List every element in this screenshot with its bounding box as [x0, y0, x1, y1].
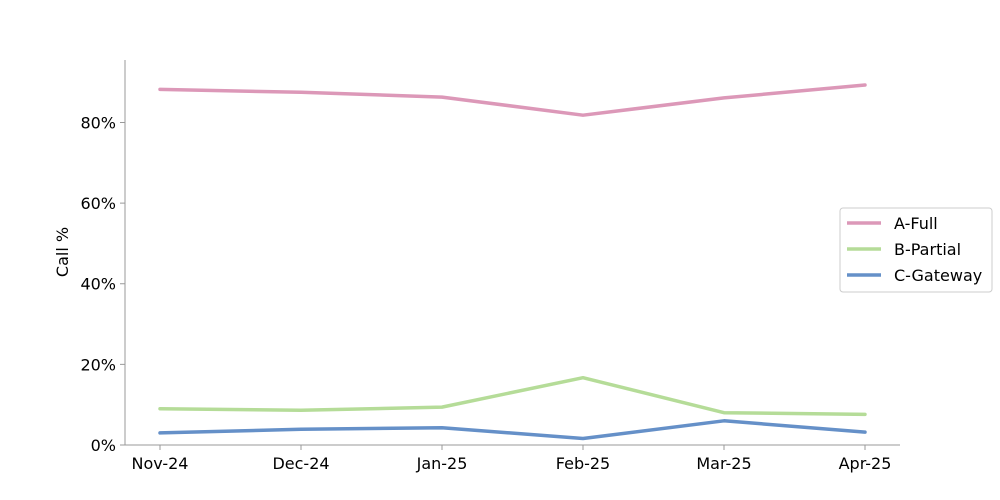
x-tick-label: Feb-25: [556, 454, 610, 473]
series-line-a-full: [158, 83, 867, 117]
legend: A-Full B-Partial C-Gateway: [839, 207, 993, 293]
axes: [124, 60, 900, 446]
series-line-b-partial: [158, 375, 867, 417]
series-line-c-gateway: [158, 419, 867, 441]
x-ticks: Nov-24 Dec-24 Jan-25 Feb-25 Mar-25 Apr-25: [132, 445, 892, 473]
y-tick-label: 0%: [91, 436, 116, 455]
legend-label-c-gateway: C-Gateway: [894, 266, 982, 285]
y-axis-title: Call %: [53, 227, 72, 277]
legend-label-b-partial: B-Partial: [894, 240, 961, 259]
y-tick-label: 40%: [80, 275, 116, 294]
series-lines: [158, 83, 867, 441]
y-ticks: 0% 20% 40% 60% 80%: [80, 113, 125, 455]
x-tick-label: Dec-24: [272, 454, 329, 473]
legend-box: [839, 207, 993, 293]
y-tick-label: 60%: [80, 194, 116, 213]
legend-label-a-full: A-Full: [894, 214, 938, 233]
x-tick-label: Apr-25: [839, 454, 892, 473]
y-tick-label: 20%: [80, 355, 116, 374]
x-tick-label: Jan-25: [416, 454, 468, 473]
x-tick-label: Mar-25: [696, 454, 751, 473]
x-tick-label: Nov-24: [132, 454, 189, 473]
y-tick-label: 80%: [80, 113, 116, 132]
